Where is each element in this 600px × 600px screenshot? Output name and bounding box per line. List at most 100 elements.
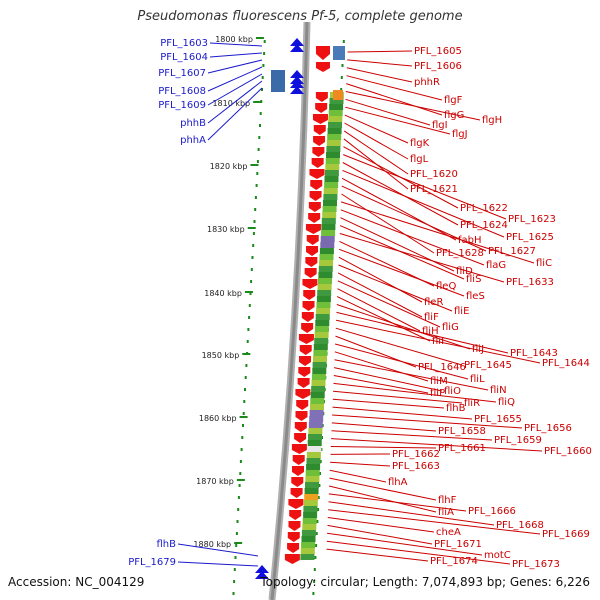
cog-track-segment [315,320,330,326]
right-gene-label: PFL_1623 [508,214,556,225]
cog-track-segment [328,116,343,122]
reverse-gene-arrow [315,103,328,113]
cog-track-segment [324,170,339,176]
right-label-leader [334,351,429,382]
right-gene-label: PFL_1622 [460,203,508,214]
right-gene-label: PFL_1606 [414,61,462,72]
right-label-leader [326,548,429,562]
backbone-core [270,21,309,600]
reverse-gene-arrow [305,257,318,267]
reverse-gene-arrow [301,323,314,333]
left-label-leader [177,543,259,557]
cog-track-segment [305,476,320,482]
left-label-leader [209,42,263,47]
page-title: Pseudomonas fluorescens Pf-5, complete g… [137,9,463,24]
cog-track-segment [304,494,319,500]
right-gene-label: fleQ [436,281,456,292]
right-label-leader [342,169,505,238]
right-tick-curve-dot [318,484,321,487]
left-gene-label: PFL_1603 [160,38,208,49]
right-gene-label: PFL_1674 [430,556,478,567]
cog-track-segment [321,230,336,236]
reverse-gene-arrow [298,334,314,344]
cog-track-segment [325,158,340,164]
reverse-gene-arrow [294,433,307,443]
cog-track-segment [309,416,324,422]
cog-track-segment [303,500,318,506]
right-label-leader [344,122,409,160]
left-label-leader [207,66,263,92]
scale-label: 1880 kbp [193,540,231,549]
left-tick-curve-dot [241,436,244,439]
reverse-gene-arrow [289,510,302,520]
cog-track-segment [310,404,324,410]
reverse-gene-arrow [310,180,323,190]
right-label-leader [333,375,429,394]
left-tick-curve-dot [254,196,257,199]
right-label-leader [338,256,423,303]
right-gene-label: fliE [454,306,469,317]
left-tick-curve-dot [257,148,260,151]
right-tick-curve-dot [340,88,343,91]
left-tick-curve-dot [248,316,251,319]
left-gene-label: PFL_1604 [160,52,208,63]
right-label-leader [332,414,523,429]
left-gene-label: phhB [180,118,206,129]
right-gene-label: phhR [414,77,440,88]
forward-gene-arrow [255,571,269,579]
left-tick-curve-dot [249,292,252,295]
cog-track-segment [313,350,328,356]
right-gene-label: flgK [410,138,430,149]
left-tick-curve-dot [251,256,254,259]
right-label-leader [329,477,437,501]
right-label-leader [328,501,495,526]
cog-track-segment [320,236,335,242]
cog-track-segment [333,90,343,100]
right-gene-label: flgH [482,115,502,126]
cog-track-segment [316,308,331,314]
right-gene-label: fliP [430,388,445,399]
cog-track-segment [314,326,329,332]
left-tick-curve-dot [237,508,240,511]
left-tick-curve-dot [234,556,237,559]
cog-track-segment [310,398,325,404]
right-gene-label: flhA [388,477,408,488]
cog-track-segment [316,302,331,308]
cog-track-segment [308,428,323,434]
left-tick-curve-dot [239,472,242,475]
right-label-leader [345,98,431,126]
left-tick-curve-dot [263,52,266,55]
forward-gene-arrow [255,565,269,573]
cog-track-segment [301,536,316,542]
right-label-leader [337,280,441,328]
left-tick-curve-dot [256,172,259,175]
cog-track-segment [306,464,321,470]
right-label-leader [335,327,463,366]
right-label-leader [347,50,413,53]
right-gene-label: fliS [466,274,481,285]
right-tick-curve-dot [315,544,318,547]
left-tick-curve-dot [253,220,256,223]
right-gene-label: PFL_1643 [510,348,558,359]
reverse-gene-arrow [313,136,326,146]
left-tick-curve-dot [245,364,248,367]
right-gene-label: fliL [470,374,485,385]
right-gene-label: PFL_1627 [488,246,536,257]
left-tick-curve-dot [248,304,251,307]
right-gene-label: PFL_1662 [392,449,440,460]
left-tick-curve-dot [242,412,245,415]
scale-label: 1830 kbp [207,225,245,234]
reverse-gene-arrow [302,279,318,289]
right-gene-label: PFL_1660 [544,446,592,457]
right-gene-label: PFL_1605 [414,46,462,57]
left-tick-curve-dot [240,448,243,451]
reverse-gene-arrow [304,268,317,278]
left-tick-curve-dot [261,76,264,79]
right-label-leader [336,311,509,354]
right-label-leader [337,272,423,318]
right-gene-label: PFL_1671 [434,539,482,550]
right-label-leader [346,75,443,101]
left-tick-curve-dot [238,484,241,487]
